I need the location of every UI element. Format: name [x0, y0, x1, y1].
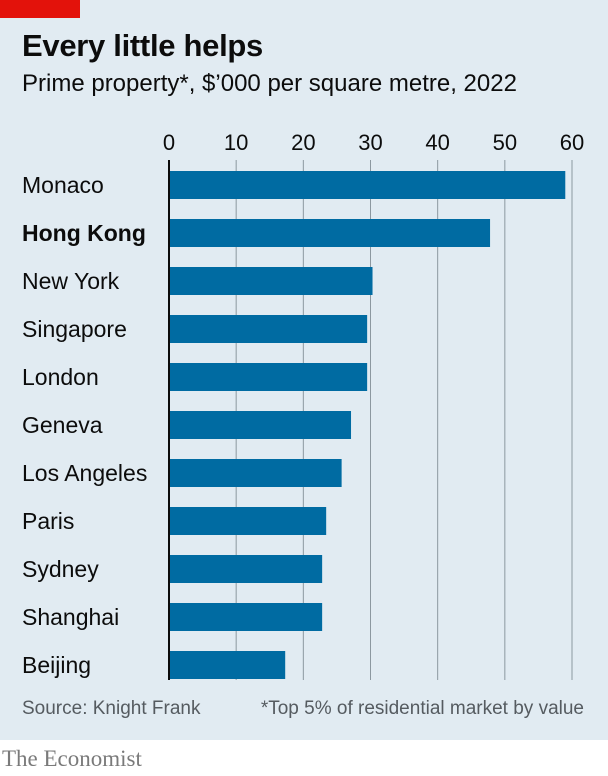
- x-tick-label: 10: [224, 130, 248, 155]
- x-tick-label: 30: [358, 130, 382, 155]
- category-label: Beijing: [22, 652, 91, 678]
- bars: [169, 171, 566, 679]
- category-label: Monaco: [22, 172, 104, 198]
- x-tick-label: 50: [493, 130, 517, 155]
- category-label: Hong Kong: [22, 220, 146, 246]
- bar: [169, 171, 566, 199]
- x-tick-label: 0: [163, 130, 175, 155]
- bar: [169, 507, 327, 535]
- bar: [169, 459, 342, 487]
- brand-red-tag: [0, 0, 80, 18]
- category-label: New York: [22, 268, 120, 294]
- category-label: Shanghai: [22, 604, 119, 630]
- bar: [169, 363, 368, 391]
- bar: [169, 315, 368, 343]
- category-labels: Monaco Hong Kong New York Singapore London Ge…: [22, 172, 147, 678]
- source-note: Source: Knight Frank: [22, 698, 201, 719]
- bar: [169, 555, 323, 583]
- footnote: *Top 5% of residential market by value: [260, 698, 584, 719]
- bar: [169, 603, 323, 631]
- category-label: Sydney: [22, 556, 99, 582]
- category-label: Los Angeles: [22, 460, 147, 486]
- economist-logo-text: The Economist: [2, 746, 142, 771]
- category-label: Paris: [22, 508, 74, 534]
- chart-title: Every little helps: [22, 28, 263, 63]
- bar: [169, 267, 373, 295]
- category-label: London: [22, 364, 99, 390]
- bar: [169, 651, 286, 679]
- category-label: Geneva: [22, 412, 103, 438]
- category-label: Singapore: [22, 316, 127, 342]
- x-tick-label: 60: [560, 130, 584, 155]
- chart-subtitle: Prime property*, $’000 per square metre,…: [22, 70, 517, 97]
- x-axis-ticks: 0 10 20 30 40 50 60: [163, 130, 584, 155]
- x-tick-label: 40: [425, 130, 449, 155]
- bar: [169, 411, 352, 439]
- x-tick-label: 20: [291, 130, 315, 155]
- bar: [169, 219, 491, 247]
